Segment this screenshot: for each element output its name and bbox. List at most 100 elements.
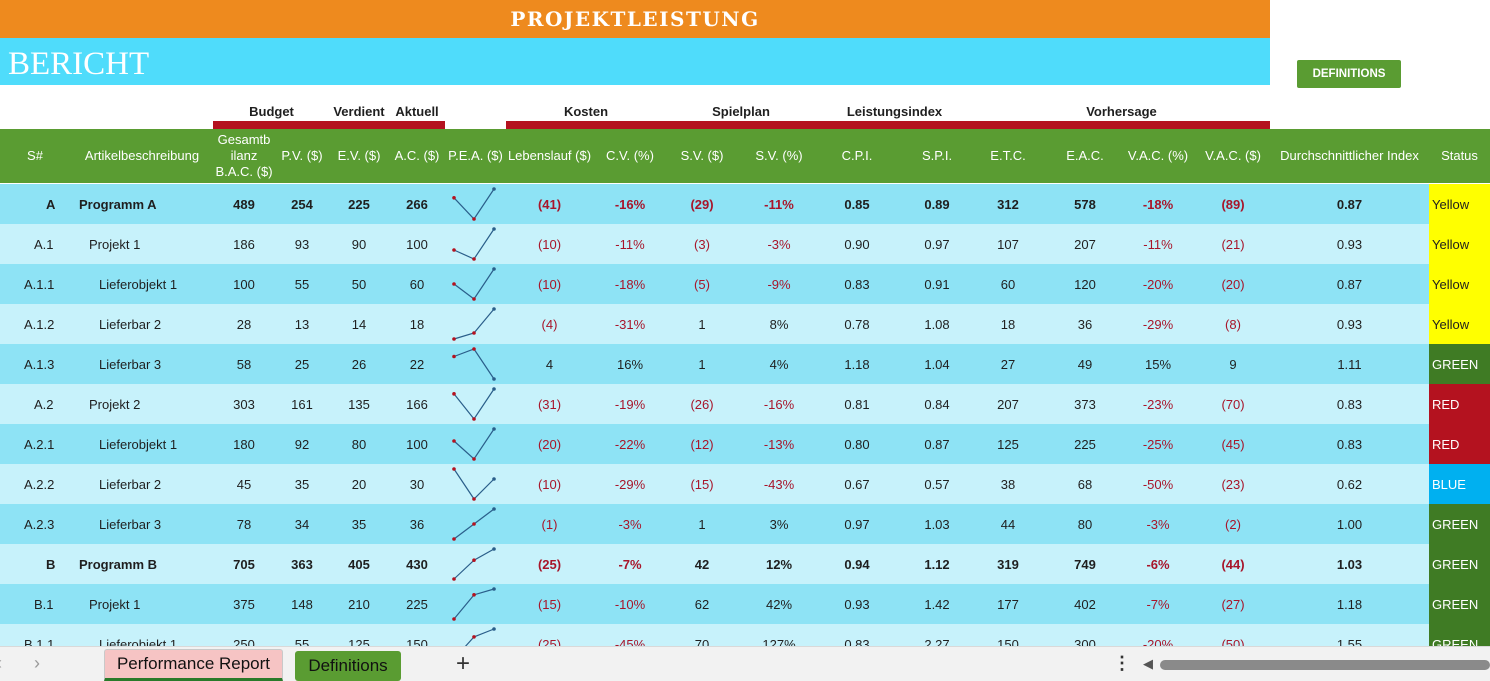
cell-spi[interactable]: 0.91 xyxy=(924,276,950,292)
cell-pv[interactable]: 34 xyxy=(294,516,310,532)
cell-bac[interactable]: 303 xyxy=(233,396,255,412)
cell-svp[interactable]: -16% xyxy=(763,396,795,412)
cell-cv[interactable]: (4) xyxy=(541,316,558,332)
col-header-cvp[interactable]: C.V. (%) xyxy=(606,148,654,163)
cell-ev[interactable]: 35 xyxy=(351,516,367,532)
cell-spi[interactable]: 1.08 xyxy=(924,316,950,332)
cell-etc[interactable]: 207 xyxy=(997,396,1019,412)
cell-desc[interactable]: Lieferbar 3 xyxy=(99,516,162,532)
col-header-pea[interactable]: P.E.A. ($) xyxy=(448,148,503,163)
cell-sn[interactable]: A.1.2 xyxy=(24,316,55,332)
cell-spi[interactable]: 1.03 xyxy=(924,516,950,532)
cell-ev[interactable]: 405 xyxy=(348,556,370,572)
table-row[interactable]: A Programm A 489 254 225 266 (41) -16% (29) -11% 0… xyxy=(0,184,1490,224)
cell-cpi[interactable]: 0.67 xyxy=(844,476,870,492)
cell-avg[interactable]: 1.00 xyxy=(1336,516,1363,532)
cell-ac[interactable]: 18 xyxy=(409,316,425,332)
cell-eac[interactable]: 578 xyxy=(1074,196,1096,212)
cell-ev[interactable]: 50 xyxy=(351,276,367,292)
cell-pv[interactable]: 254 xyxy=(291,196,313,212)
cell-vac[interactable]: (89) xyxy=(1221,196,1245,212)
cell-cpi[interactable]: 0.81 xyxy=(844,396,870,412)
cell-vacp[interactable]: 15% xyxy=(1144,356,1172,372)
cell-eac[interactable]: 120 xyxy=(1074,276,1096,292)
cell-bac[interactable]: 28 xyxy=(236,316,252,332)
cell-spi[interactable]: 1.04 xyxy=(924,356,950,372)
cell-svp[interactable]: 8% xyxy=(769,316,789,332)
cell-vacp[interactable]: -6% xyxy=(1146,556,1170,572)
cell-ac[interactable]: 430 xyxy=(406,556,428,572)
cell-ac[interactable]: 22 xyxy=(409,356,425,372)
cell-spi[interactable]: 0.97 xyxy=(924,236,950,252)
cell-eac[interactable]: 49 xyxy=(1077,356,1093,372)
cell-sn[interactable]: A.1.1 xyxy=(24,276,55,292)
cell-pv[interactable]: 161 xyxy=(291,396,313,412)
cell-etc[interactable]: 312 xyxy=(997,196,1019,212)
cell-vac[interactable]: (20) xyxy=(1221,276,1245,292)
cell-desc[interactable]: Projekt 2 xyxy=(89,396,141,412)
cell-cpi[interactable]: 0.94 xyxy=(844,556,870,572)
cell-sv[interactable]: (12) xyxy=(690,436,714,452)
cell-sv[interactable]: (29) xyxy=(690,196,714,212)
cell-vac[interactable]: (45) xyxy=(1221,436,1245,452)
cell-etc[interactable]: 319 xyxy=(997,556,1019,572)
cell-desc[interactable]: Programm B xyxy=(79,556,158,572)
cell-sv[interactable]: (15) xyxy=(690,476,714,492)
cell-sn[interactable]: A.2 xyxy=(34,396,54,412)
cell-bac[interactable]: 186 xyxy=(233,236,255,252)
cell-etc[interactable]: 27 xyxy=(1000,356,1016,372)
cell-eac[interactable]: 36 xyxy=(1077,316,1093,332)
cell-ac[interactable]: 225 xyxy=(406,596,428,612)
cell-cv[interactable]: (15) xyxy=(537,596,562,612)
col-header-status[interactable]: Status xyxy=(1441,148,1478,163)
col-header-vac[interactable]: V.A.C. ($) xyxy=(1205,148,1261,163)
table-row[interactable]: B.1 Projekt 1 375 148 210 225 (15) -10% 62 42% 0.9… xyxy=(0,584,1490,624)
cell-avg[interactable]: 0.83 xyxy=(1336,436,1363,452)
cell-vacp[interactable]: -7% xyxy=(1146,596,1170,612)
cell-ev[interactable]: 90 xyxy=(351,236,367,252)
cell-vac[interactable]: (27) xyxy=(1221,596,1245,612)
cell-etc[interactable]: 107 xyxy=(997,236,1019,252)
cell-bac[interactable]: 180 xyxy=(233,436,255,452)
cell-svp[interactable]: -3% xyxy=(767,236,791,252)
col-header-avg[interactable]: Durchschnittlicher Index xyxy=(1280,148,1419,163)
cell-vac[interactable]: (70) xyxy=(1221,396,1245,412)
cell-cvp[interactable]: -11% xyxy=(615,236,645,252)
cell-bac[interactable]: 705 xyxy=(233,556,255,572)
cell-vac[interactable]: 9 xyxy=(1229,356,1237,372)
cell-ac[interactable]: 100 xyxy=(406,436,428,452)
cell-sn[interactable]: A xyxy=(46,196,56,212)
cell-eac[interactable]: 207 xyxy=(1074,236,1096,252)
cell-sv[interactable]: 42 xyxy=(694,556,710,572)
cell-cvp[interactable]: -10% xyxy=(614,596,646,612)
cell-bac[interactable]: 489 xyxy=(233,196,255,212)
table-row[interactable]: A.2.2 Lieferbar 2 45 35 20 30 (10) -29% (15) -43%… xyxy=(0,464,1490,504)
cell-pv[interactable]: 13 xyxy=(294,316,310,332)
horizontal-scrollbar[interactable] xyxy=(1160,660,1490,670)
table-row[interactable]: B Programm B 705 363 405 430 (25) -7% 42 12% 0.94 1… xyxy=(0,544,1490,584)
cell-cv[interactable]: (1) xyxy=(541,516,558,532)
cell-pv[interactable]: 93 xyxy=(294,236,310,252)
cell-spi[interactable]: 0.57 xyxy=(924,476,950,492)
cell-etc[interactable]: 125 xyxy=(997,436,1019,452)
cell-vac[interactable]: (23) xyxy=(1221,476,1245,492)
cell-cvp[interactable]: -29% xyxy=(614,476,646,492)
cell-cpi[interactable]: 0.85 xyxy=(844,196,870,212)
cell-spi[interactable]: 1.12 xyxy=(924,556,950,572)
col-header-ac[interactable]: A.C. ($) xyxy=(394,148,440,163)
cell-bac[interactable]: 45 xyxy=(236,476,252,492)
cell-sv[interactable]: 1 xyxy=(698,316,706,332)
cell-avg[interactable]: 0.87 xyxy=(1336,276,1363,292)
cell-vacp[interactable]: -50% xyxy=(1142,476,1174,492)
cell-spi[interactable]: 0.89 xyxy=(924,196,950,212)
cell-vacp[interactable]: -29% xyxy=(1142,316,1174,332)
cell-etc[interactable]: 18 xyxy=(1000,316,1016,332)
cell-sv[interactable]: (3) xyxy=(694,236,710,252)
cell-cpi[interactable]: 0.93 xyxy=(844,596,870,612)
cell-eac[interactable]: 402 xyxy=(1074,596,1096,612)
col-header-spi[interactable]: S.P.I. xyxy=(921,148,953,163)
add-sheet-icon[interactable]: + xyxy=(456,650,471,677)
cell-sn[interactable]: A.1 xyxy=(34,236,54,252)
cell-cvp[interactable]: 16% xyxy=(616,356,644,372)
cell-ev[interactable]: 135 xyxy=(348,396,370,412)
